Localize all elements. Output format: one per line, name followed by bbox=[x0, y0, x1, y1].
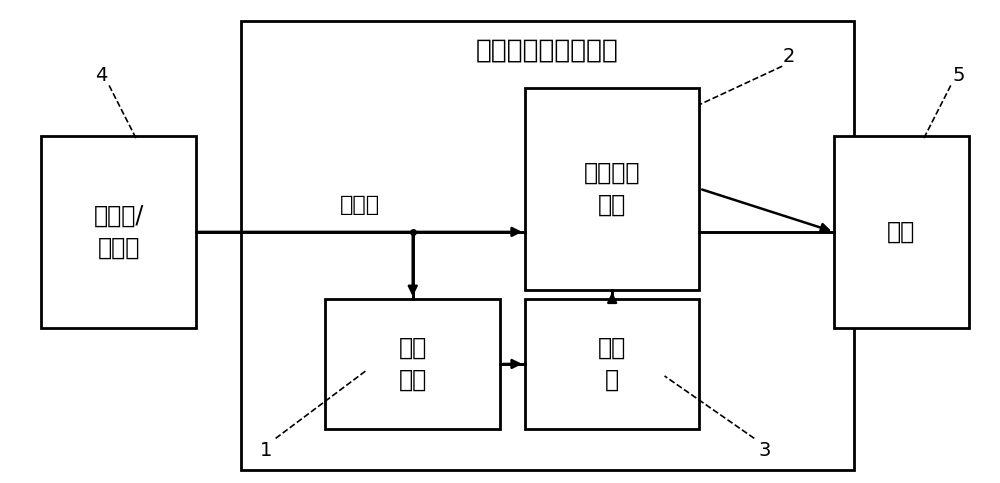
Bar bbox=[525, 88, 699, 289]
Text: 3: 3 bbox=[758, 441, 770, 460]
Text: 阻抗匹配
网络: 阻抗匹配 网络 bbox=[584, 161, 640, 216]
Text: 1: 1 bbox=[259, 441, 272, 460]
Text: 采样
模块: 采样 模块 bbox=[399, 336, 427, 392]
Text: 自适应阻抗匹配装置: 自适应阻抗匹配装置 bbox=[476, 37, 619, 63]
Text: 控制
器: 控制 器 bbox=[598, 336, 626, 392]
Text: 4: 4 bbox=[95, 66, 107, 85]
Text: 2: 2 bbox=[783, 47, 795, 66]
Bar bbox=[41, 136, 196, 328]
Text: 5: 5 bbox=[952, 66, 965, 85]
Text: 能量源/
信号源: 能量源/ 信号源 bbox=[93, 204, 144, 260]
Bar bbox=[834, 136, 969, 328]
Bar bbox=[325, 299, 500, 429]
Bar bbox=[525, 299, 699, 429]
Bar bbox=[241, 21, 854, 469]
Text: 传输线: 传输线 bbox=[340, 196, 380, 215]
Text: 负载: 负载 bbox=[887, 220, 916, 244]
